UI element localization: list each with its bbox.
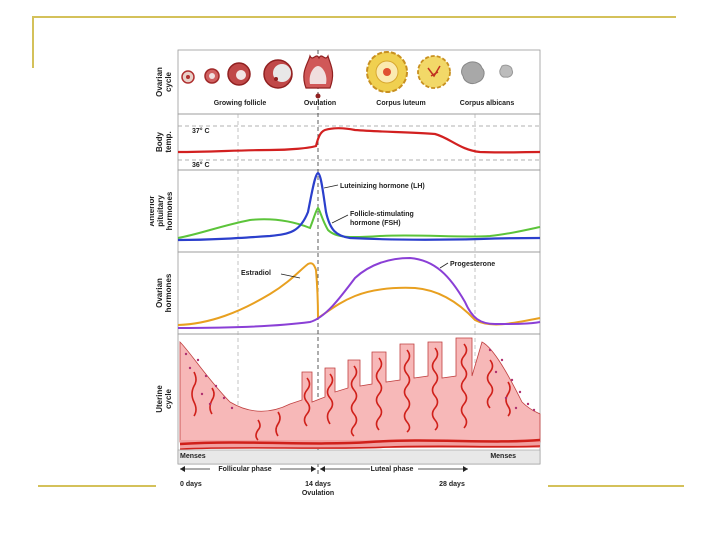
endometrium-illustration bbox=[179, 337, 541, 450]
timeline-day-28: 28 days bbox=[439, 481, 465, 488]
top-accent-line bbox=[32, 16, 676, 18]
uterine-title: Uterinecycle bbox=[155, 385, 173, 413]
temp-mark-37: 37° C bbox=[192, 127, 210, 135]
timeline-day-0: 0 days bbox=[180, 481, 202, 488]
estradiol-curve-luteal bbox=[317, 286, 541, 326]
stage-label-corpus-luteum: Corpus luteum bbox=[376, 100, 425, 107]
fsh-label-line1: Follicle-stimulating bbox=[350, 211, 414, 218]
follicular-arrowhead-right bbox=[311, 466, 316, 472]
body-temp-title: Bodytemp. bbox=[155, 131, 173, 152]
stage-label-corpus-albicans: Corpus albicans bbox=[460, 100, 515, 107]
growing-follicle-2 bbox=[204, 68, 220, 84]
ovulating-follicle bbox=[303, 54, 334, 99]
estradiol-label: Estradiol bbox=[241, 270, 271, 277]
luteal-arrowhead-right bbox=[463, 466, 468, 472]
timeline-day-14: 14 days bbox=[305, 481, 331, 488]
lh-pointer bbox=[323, 184, 339, 189]
pituitary-title: Anteriorpituitaryhormones bbox=[150, 191, 174, 230]
corpus-luteum-illustration bbox=[366, 51, 408, 93]
corpus-albicans-illustration-1 bbox=[461, 61, 485, 85]
bottom-accent-line-left bbox=[38, 485, 156, 487]
fsh-label-line2: hormone (FSH) bbox=[350, 220, 401, 227]
progesterone-pointer bbox=[439, 262, 449, 269]
estradiol-pointer bbox=[280, 273, 301, 279]
regressing-corpus-luteum bbox=[417, 55, 451, 89]
follicular-arrowhead-left bbox=[180, 466, 185, 472]
bottom-accent-line-right bbox=[548, 485, 684, 487]
progesterone-label: Progesterone bbox=[450, 261, 495, 268]
growing-follicle-4 bbox=[263, 59, 293, 89]
lh-curve bbox=[177, 171, 541, 242]
ovarian-stage-illustrations bbox=[181, 51, 513, 99]
phase-bar bbox=[177, 449, 541, 465]
fsh-pointer bbox=[331, 214, 349, 224]
temp-mark-36: 36° C bbox=[192, 161, 210, 169]
estradiol-curve-rise bbox=[177, 262, 319, 326]
lh-label: Luteinizing hormone (LH) bbox=[340, 183, 425, 190]
growing-follicle-1 bbox=[181, 70, 195, 84]
left-accent-line bbox=[32, 16, 34, 68]
corpus-albicans-illustration-2 bbox=[499, 64, 513, 78]
ovarian-cycle-title: Ovariancycle bbox=[155, 67, 173, 97]
ovarian-hormones-title: Ovarianhormones bbox=[155, 273, 173, 312]
menstrual-cycle-figure: Ovariancycle Bodytemp. Anteriorpituitary… bbox=[150, 49, 541, 497]
growing-follicle-3 bbox=[227, 62, 251, 86]
progesterone-curve bbox=[177, 256, 541, 329]
stage-label-ovulation: Ovulation bbox=[304, 100, 336, 107]
fsh-curve bbox=[177, 206, 541, 239]
menses-right-label: Menses bbox=[490, 453, 516, 460]
body-temp-frame bbox=[177, 113, 541, 171]
menses-left-label: Menses bbox=[180, 453, 206, 460]
timeline-ovulation: Ovulation bbox=[302, 490, 334, 497]
follicular-phase-label: Follicular phase bbox=[218, 466, 271, 473]
luteal-phase-label: Luteal phase bbox=[371, 466, 414, 473]
body-temp-curve bbox=[177, 127, 541, 154]
stage-label-growing-follicle: Growing follicle bbox=[214, 100, 267, 107]
luteal-arrowhead-left bbox=[320, 466, 325, 472]
